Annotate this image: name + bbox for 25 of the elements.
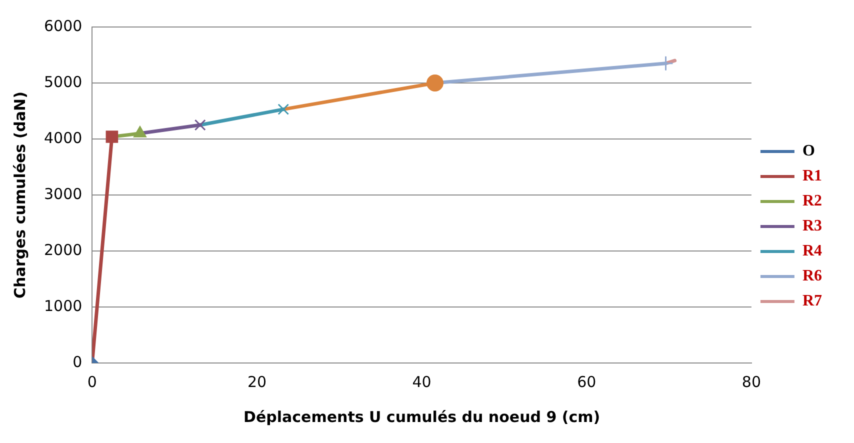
point	[194, 119, 206, 131]
y-tick-label: 2000	[44, 240, 82, 259]
legend-label: O	[802, 142, 815, 160]
x-tick-label: 0	[87, 372, 97, 391]
y-tick-label: 0	[72, 352, 82, 371]
y-tick-label: 3000	[44, 184, 82, 203]
x-axis-title: Déplacements U cumulés du noeud 9 (cm)	[244, 408, 600, 426]
legend-label: R2	[802, 192, 822, 210]
y-tick-label: 6000	[44, 16, 82, 35]
legend-label: R7	[802, 292, 822, 310]
y-tick-label: 4000	[44, 128, 82, 147]
x-tick-label: 80	[742, 372, 761, 391]
legend-label: R3	[802, 218, 822, 235]
point	[426, 74, 444, 92]
x-tick-label: 40	[412, 372, 432, 391]
point	[278, 104, 290, 116]
x-tick-label: 20	[247, 372, 267, 391]
legend-label: R6	[802, 268, 822, 285]
legend-label: R1	[802, 168, 822, 185]
point	[106, 130, 118, 143]
legend-label: R4	[802, 242, 822, 260]
y-tick-label: 1000	[44, 296, 82, 315]
y-axis-title: Charges cumulées (daN)	[10, 92, 29, 298]
x-tick-label: 60	[577, 372, 596, 391]
y-tick-label: 5000	[44, 72, 82, 91]
